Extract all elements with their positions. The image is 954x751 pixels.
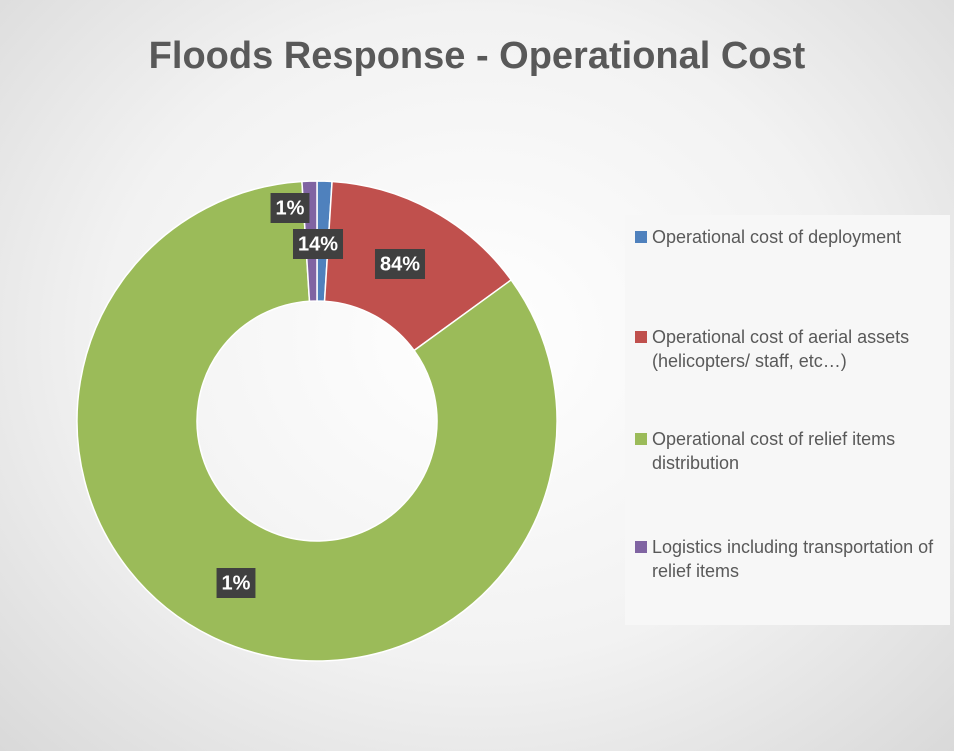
- legend-label: Operational cost of deployment: [652, 227, 902, 247]
- legend-entry: Logistics including transportation of re…: [635, 535, 935, 583]
- data-label: 84%: [374, 249, 426, 279]
- legend-entry: Operational cost of relief items distrib…: [635, 427, 935, 475]
- data-label-box: [270, 193, 310, 223]
- data-label: 1%: [216, 568, 256, 598]
- data-label-text: 1%: [222, 572, 251, 594]
- legend-entry: Operational cost of aerial assets (helic…: [635, 325, 935, 373]
- legend-swatch: [635, 433, 647, 445]
- data-label-box: [292, 229, 344, 259]
- legend-label: Operational cost of aerial assets (helic…: [652, 327, 910, 371]
- data-label-box: [374, 249, 426, 279]
- donut-slice: [76, 180, 558, 662]
- legend-label: Operational cost of relief items distrib…: [652, 429, 896, 473]
- legend-swatch: [635, 541, 647, 553]
- data-label-box: [216, 568, 256, 598]
- data-label: 1%: [270, 193, 310, 223]
- legend-swatch: [635, 331, 647, 343]
- data-label-text: 14%: [298, 233, 338, 255]
- chart-title: Floods Response - Operational Cost: [149, 35, 806, 77]
- data-label-text: 1%: [276, 197, 305, 219]
- data-label: 14%: [292, 229, 344, 259]
- data-label-text: 84%: [380, 253, 420, 275]
- legend-swatch: [635, 231, 647, 243]
- legend: Operational cost of deployment Operationa…: [625, 215, 950, 625]
- legend-entry: Operational cost of deployment: [635, 225, 935, 249]
- legend-label: Logistics including transportation of re…: [652, 537, 934, 581]
